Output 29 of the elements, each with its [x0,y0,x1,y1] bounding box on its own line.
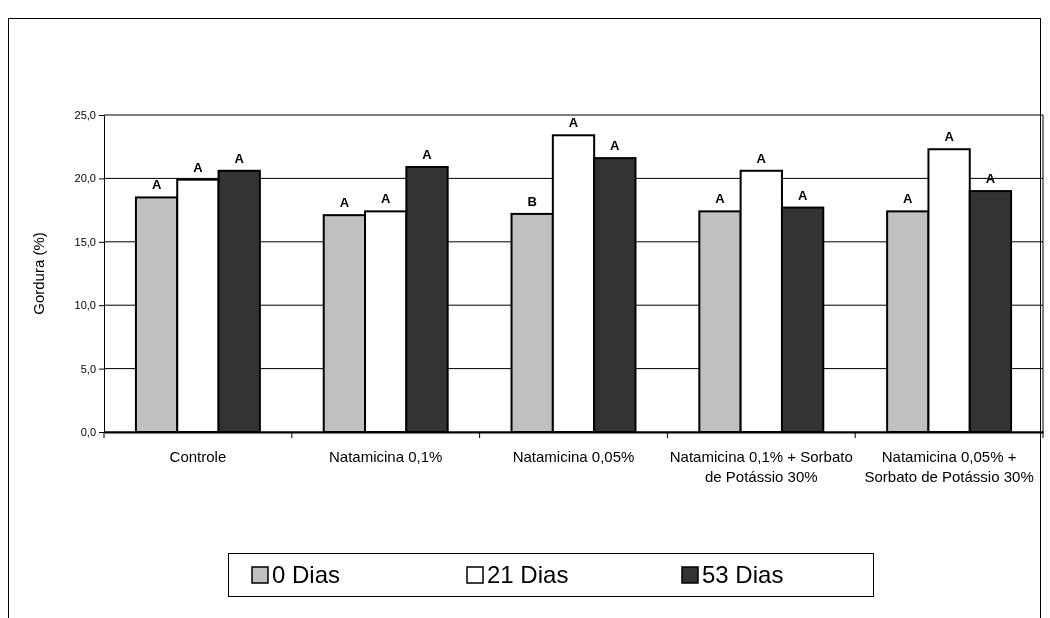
data-label: A [422,146,433,162]
x-tick-label: Natamicina 0,05% [512,448,635,465]
legend-label: 0 Dias [272,561,341,588]
y-tick-label: 0,0 [80,426,96,439]
data-label: A [568,115,579,131]
data-label: A [903,191,914,207]
x-tick-label: Natamicina 0,1% + Sorbato de Potássio 30% [669,448,853,485]
x-tick-label: Natamicina 0,1% [329,448,443,465]
y-tick-label: 25,0 [74,109,96,122]
y-tick-label: 5,0 [80,362,96,375]
data-label: A [381,191,391,207]
data-label: A [234,150,245,166]
y-axis-title: Gordura (%) [30,232,47,315]
y-tick-label: 10,0 [74,299,96,312]
legend-label: 21 Dias [487,561,569,588]
data-label: A [339,195,350,211]
data-label: A [151,177,162,193]
x-tick-label: Natamicina 0,05% + Sorbato de Potássio 30% [864,448,1034,485]
data-label: A [944,129,955,145]
y-tick-label: 15,0 [74,235,96,248]
legend-label: 53 Dias [702,561,784,588]
data-label: B [527,193,537,209]
data-label: A [715,191,726,207]
data-label: A [193,159,204,175]
data-label: A [610,138,621,154]
x-tick-label: Controle [169,448,227,465]
y-tick-label: 20,0 [74,172,96,185]
data-label: A [756,150,767,166]
data-label: A [797,187,808,203]
